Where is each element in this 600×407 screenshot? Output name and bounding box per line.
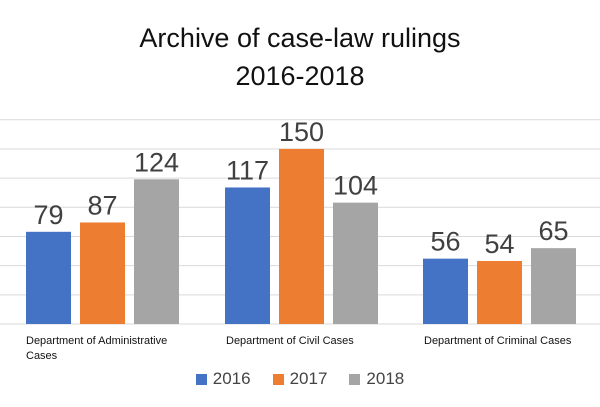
bar-2017-2: [477, 260, 522, 324]
bar-2018-2: [531, 248, 576, 324]
chart-title-line2: 2016-2018: [235, 61, 365, 91]
data-label-2018-2: 65: [538, 216, 568, 246]
legend-label-2017: 2017: [289, 369, 328, 388]
legend-label-2016: 2016: [212, 369, 251, 388]
bar-2017-0: [80, 222, 125, 324]
bar-2016-1: [225, 187, 270, 324]
chart-legend: 2016 2017 2018: [0, 369, 600, 389]
data-label-2016-0: 79: [33, 200, 63, 230]
data-label-2016-1: 117: [226, 155, 269, 185]
data-label-2017-1: 150: [279, 117, 324, 147]
data-label-2017-2: 54: [484, 229, 514, 259]
legend-swatch-2018: [349, 373, 361, 385]
bar-2016-0: [26, 231, 71, 324]
category-label-civil: Department of Civil Cases: [226, 335, 354, 347]
legend-item-2017: 2017: [272, 369, 328, 389]
legend-item-2016: 2016: [195, 369, 251, 389]
data-label-2018-1: 104: [333, 171, 378, 201]
data-label-2017-0: 87: [87, 190, 117, 220]
category-label-criminal: Department of Criminal Cases: [424, 335, 572, 347]
data-label-2016-2: 56: [430, 227, 460, 257]
bar-2017-1: [279, 148, 324, 324]
bar-2018-1: [333, 202, 378, 324]
legend-swatch-2016: [195, 373, 207, 385]
legend-swatch-2017: [272, 373, 284, 385]
legend-label-2018: 2018: [366, 369, 405, 388]
category-label-administrative: Department of Administrative Cases: [26, 335, 168, 362]
legend-item-2018: 2018: [349, 369, 404, 389]
data-label-2018-0: 124: [134, 147, 179, 177]
bar-2016-2: [423, 258, 468, 324]
chart-title-line1: Archive of case-law rulings: [139, 23, 461, 53]
bar-2018-0: [134, 179, 179, 324]
